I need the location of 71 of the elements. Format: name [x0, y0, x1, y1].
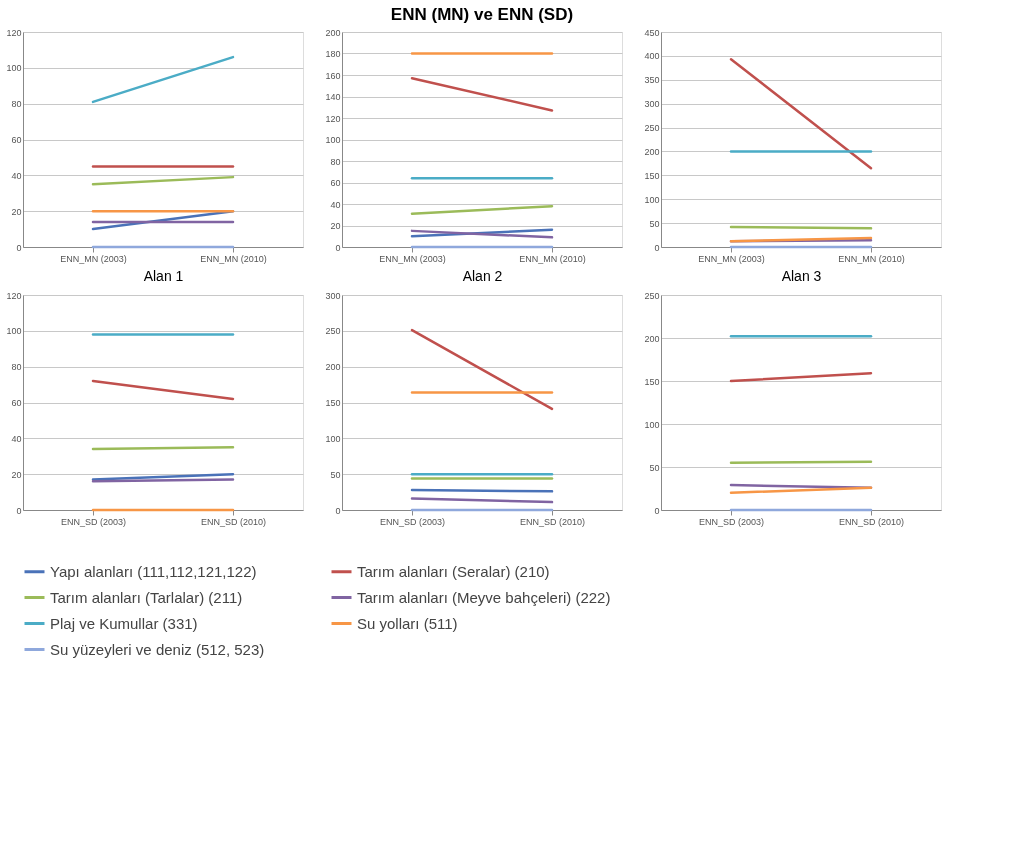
y-tick-label: 150 — [644, 170, 660, 181]
y-tick-label: 300 — [644, 99, 660, 110]
y-tick-label: 80 — [11, 362, 22, 373]
y-tick-label: 40 — [11, 433, 22, 444]
y-tick-label: 0 — [654, 505, 660, 516]
y-tick-label: 0 — [16, 505, 22, 516]
legend-label: Tarım alanları (Meyve bahçeleri) (222) — [357, 588, 611, 606]
y-tick-label: 20 — [330, 221, 341, 231]
x-tick-label: ENN_MN (2010) — [519, 253, 586, 264]
x-tick-label: ENN_SD (2003) — [698, 516, 765, 527]
y-tick-label: 60 — [11, 135, 22, 145]
y-tick-label: 140 — [325, 92, 341, 102]
x-tick-label: ENN_MN (2010) — [838, 253, 905, 264]
x-tick-label: ENN_MN (2003) — [379, 253, 446, 264]
y-tick-label: 20 — [11, 469, 22, 480]
y-tick-label: 100 — [325, 433, 341, 444]
y-tick-label: 400 — [644, 51, 660, 62]
y-tick-label: 100 — [644, 419, 660, 430]
legend-label: Tarım alanları (Tarlalar) (211) — [50, 588, 243, 606]
x-tick-label: ENN_SD (2003) — [60, 516, 127, 527]
x-axis-title: Alan 2 — [462, 267, 503, 284]
x-tick-label: ENN_SD (2003) — [379, 516, 446, 527]
legend-label: Tarım alanları (Seralar) (210) — [357, 562, 550, 580]
legend-label: Su yolları (511) — [357, 614, 458, 632]
x-tick-label: ENN_SD (2010) — [838, 516, 905, 527]
y-tick-label: 60 — [330, 178, 341, 188]
y-tick-label: 200 — [644, 146, 660, 157]
y-tick-label: 200 — [325, 362, 341, 373]
y-tick-label: 150 — [325, 398, 341, 408]
x-axis-title: Alan 3 — [781, 267, 822, 284]
y-tick-label: 120 — [6, 27, 22, 38]
y-tick-label: 40 — [330, 199, 341, 210]
y-tick-label: 180 — [325, 49, 341, 59]
x-axis-title: Alan 1 — [143, 267, 184, 284]
y-tick-label: 60 — [11, 398, 22, 408]
y-tick-label: 0 — [335, 242, 341, 253]
y-tick-label: 100 — [325, 135, 341, 145]
y-tick-label: 80 — [330, 156, 341, 167]
y-tick-label: 100 — [6, 326, 22, 337]
x-tick-label: ENN_SD (2010) — [519, 516, 586, 527]
x-tick-label: ENN_MN (2003) — [698, 253, 765, 264]
legend-label: Plaj ve Kumullar (331) — [50, 614, 198, 632]
x-tick-label: ENN_MN (2010) — [200, 253, 267, 264]
y-tick-label: 160 — [325, 70, 341, 81]
y-tick-label: 100 — [6, 63, 22, 74]
y-tick-label: 0 — [654, 242, 660, 253]
y-tick-label: 250 — [325, 326, 341, 337]
y-tick-label: 40 — [11, 170, 22, 181]
y-tick-label: 50 — [649, 218, 660, 229]
y-tick-label: 250 — [644, 123, 660, 134]
y-tick-label: 20 — [11, 206, 22, 217]
y-tick-label: 450 — [644, 27, 660, 38]
y-tick-label: 0 — [335, 505, 341, 516]
y-tick-label: 300 — [325, 290, 341, 301]
y-tick-label: 200 — [644, 333, 660, 344]
y-tick-label: 0 — [16, 242, 22, 253]
y-tick-label: 350 — [644, 75, 660, 86]
legend-label: Yapı alanları (111,112,121,122) — [50, 562, 257, 580]
y-tick-label: 120 — [325, 113, 341, 124]
legend-label: Su yüzeyleri ve deniz (512, 523) — [50, 640, 265, 658]
y-tick-label: 50 — [649, 462, 660, 473]
y-tick-label: 50 — [330, 469, 341, 480]
y-tick-label: 120 — [6, 290, 22, 301]
x-tick-label: ENN_MN (2003) — [60, 253, 127, 264]
y-tick-label: 100 — [644, 194, 660, 205]
x-tick-label: ENN_SD (2010) — [200, 516, 267, 527]
y-tick-label: 150 — [644, 376, 660, 387]
chart-title: ENN (MN) ve ENN (SD) — [390, 5, 574, 24]
y-tick-label: 200 — [325, 27, 341, 38]
y-tick-label: 250 — [644, 290, 660, 301]
y-tick-label: 80 — [11, 99, 22, 110]
